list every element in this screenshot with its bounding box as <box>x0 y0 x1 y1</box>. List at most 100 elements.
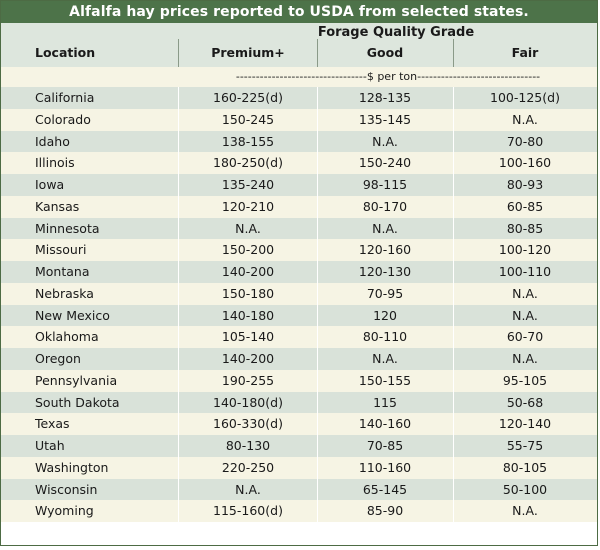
row-divider <box>178 304 179 327</box>
location-cell: Pennsylvania <box>35 372 118 388</box>
row-divider <box>453 261 454 283</box>
fair-cell: N.A. <box>512 307 538 323</box>
table-row: Iowa 135-240 98-115 80-93 <box>1 174 597 196</box>
fair-cell: 60-70 <box>506 329 544 345</box>
row-divider <box>317 174 318 196</box>
good-cell: N.A. <box>372 351 398 366</box>
good-cell: 80-110 <box>362 329 408 345</box>
fair-cell: 100-120 <box>498 242 552 258</box>
row-divider <box>178 130 179 153</box>
location-cell: South Dakota <box>35 394 120 410</box>
location-cell: Wyoming <box>35 503 94 519</box>
premium-cell: 105-140 <box>221 329 275 345</box>
location-cell: Utah <box>35 438 65 453</box>
premium-cell: 160-330(d) <box>213 416 283 432</box>
table-row: Pennsylvania 190-255 150-155 95-105 <box>1 369 597 392</box>
row-divider <box>178 282 179 305</box>
location-cell: Kansas <box>35 198 80 214</box>
row-divider <box>317 369 318 392</box>
row-divider <box>317 326 318 348</box>
table-header: Forage Quality Grade Location Premium+ G… <box>1 23 597 87</box>
table-row: New Mexico 140-180 120 N.A. <box>1 304 597 327</box>
table-row: Oregon 140-200 N.A. N.A. <box>1 348 597 370</box>
fair-cell: 80-93 <box>506 177 544 192</box>
fair-cell: N.A. <box>512 111 538 127</box>
fair-cell: 100-160 <box>498 155 552 171</box>
row-divider <box>317 261 318 283</box>
row-divider <box>178 152 179 174</box>
row-divider <box>317 391 318 414</box>
good-cell: 120 <box>373 307 397 323</box>
location-cell: Oregon <box>35 351 81 366</box>
fair-cell: N.A. <box>512 503 538 519</box>
location-cell: New Mexico <box>35 307 110 323</box>
premium-cell: N.A. <box>235 481 261 497</box>
row-divider <box>178 435 179 457</box>
row-divider <box>317 500 318 522</box>
row-divider <box>453 195 454 218</box>
row-divider <box>317 435 318 457</box>
table-row: Idaho 138-155 N.A. 70-80 <box>1 130 597 153</box>
row-divider <box>178 348 179 370</box>
good-cell: 110-160 <box>358 459 412 475</box>
table-row: Kansas 120-210 80-170 60-85 <box>1 195 597 218</box>
fair-cell: 80-85 <box>506 220 544 236</box>
row-divider <box>453 456 454 479</box>
row-divider <box>317 195 318 218</box>
fair-cell: 60-85 <box>506 198 544 214</box>
good-cell: 140-160 <box>358 416 412 432</box>
table-row: Colorado 150-245 135-145 N.A. <box>1 108 597 131</box>
good-cell: 115 <box>373 394 397 410</box>
location-cell: Nebraska <box>35 285 94 301</box>
premium-cell: 150-180 <box>221 285 275 301</box>
row-divider <box>178 87 179 109</box>
row-divider <box>178 261 179 283</box>
table-row: California 160-225(d) 128-135 100-125(d) <box>1 87 597 109</box>
table-row: Oklahoma 105-140 80-110 60-70 <box>1 326 597 348</box>
row-divider <box>317 152 318 174</box>
row-divider <box>178 108 179 131</box>
good-cell: 150-240 <box>358 155 412 171</box>
location-cell: Oklahoma <box>35 329 99 345</box>
row-divider <box>317 456 318 479</box>
fair-cell: 95-105 <box>502 372 548 388</box>
column-divider <box>453 39 454 73</box>
good-column-header: Good <box>366 45 404 60</box>
good-cell: 85-90 <box>366 503 404 519</box>
table-row: South Dakota 140-180(d) 115 50-68 <box>1 391 597 414</box>
location-cell: Washington <box>35 459 109 475</box>
location-cell: Texas <box>35 416 70 432</box>
row-divider <box>453 391 454 414</box>
premium-cell: N.A. <box>235 220 261 236</box>
fair-column-header: Fair <box>511 45 539 60</box>
location-cell: California <box>35 90 95 105</box>
unit-label: ---------------------------------$ per t… <box>235 70 541 83</box>
premium-cell: 150-200 <box>221 242 275 258</box>
row-divider <box>178 500 179 522</box>
good-cell: N.A. <box>372 220 398 236</box>
premium-column-header: Premium+ <box>211 45 285 60</box>
premium-cell: 190-255 <box>221 372 275 388</box>
location-cell: Idaho <box>35 133 70 149</box>
row-divider <box>453 282 454 305</box>
location-cell: Iowa <box>35 177 65 192</box>
row-divider <box>453 239 454 261</box>
row-divider <box>178 239 179 261</box>
fair-cell: N.A. <box>512 285 538 301</box>
row-divider <box>453 478 454 501</box>
fair-cell: 70-80 <box>506 133 544 149</box>
row-divider <box>178 217 179 240</box>
row-divider <box>317 108 318 131</box>
row-divider <box>178 174 179 196</box>
row-divider <box>178 391 179 414</box>
table-row: Washington 220-250 110-160 80-105 <box>1 456 597 479</box>
fair-cell: 80-105 <box>502 459 548 475</box>
premium-cell: 160-225(d) <box>213 90 283 105</box>
table-row: Utah 80-130 70-85 55-75 <box>1 435 597 457</box>
premium-cell: 140-180 <box>221 307 275 323</box>
premium-cell: 140-200 <box>221 351 275 366</box>
table-body: California 160-225(d) 128-135 100-125(d) Col… <box>1 87 597 522</box>
row-divider <box>317 87 318 109</box>
good-cell: 128-135 <box>358 90 412 105</box>
row-divider <box>317 304 318 327</box>
